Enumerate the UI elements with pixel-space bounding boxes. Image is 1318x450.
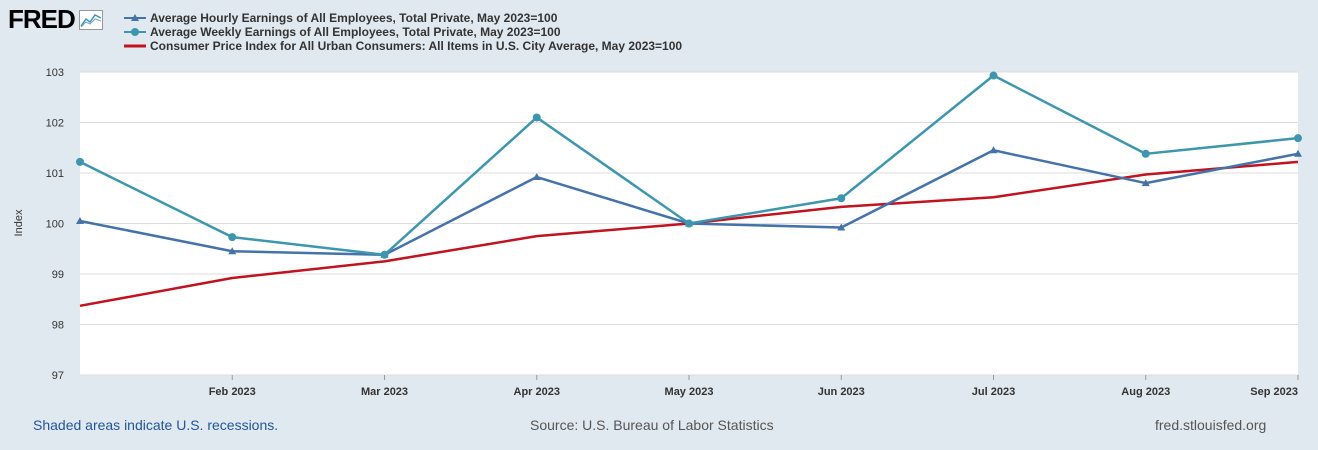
data-point-weekly[interactable] [685, 219, 693, 228]
legend-item-hourly[interactable]: Average Hourly Earnings of All Employees… [124, 11, 682, 25]
data-point-weekly[interactable] [989, 71, 998, 80]
logo-text: FRED [8, 4, 76, 34]
legend-swatch-cpi [124, 44, 146, 48]
y-tick-label: 97 [52, 370, 64, 382]
legend-label-cpi: Consumer Price Index for All Urban Consu… [150, 39, 683, 53]
data-point-hourly[interactable] [989, 146, 998, 154]
data-point-weekly[interactable] [76, 157, 84, 166]
data-point-weekly[interactable] [228, 233, 237, 242]
data-point-hourly[interactable] [532, 173, 541, 181]
series-group [76, 71, 1302, 308]
x-tick-label: Jun 2023 [818, 386, 865, 398]
series-weekly [76, 71, 1302, 259]
data-point-weekly[interactable] [532, 113, 541, 122]
y-tick-label: 103 [46, 67, 64, 79]
data-point-weekly[interactable] [1141, 149, 1150, 158]
x-tick-label: Aug 2023 [1121, 386, 1170, 398]
chart-legend: Average Hourly Earnings of All Employees… [124, 11, 682, 53]
x-tick-label: Sep 2023 [1250, 386, 1298, 398]
legend-item-cpi[interactable]: Consumer Price Index for All Urban Consu… [124, 39, 682, 53]
y-tick-label: 101 [46, 168, 64, 180]
legend-swatch-hourly [124, 14, 146, 21]
x-tick-label: Mar 2023 [361, 386, 408, 398]
x-tick-label: May 2023 [665, 386, 714, 398]
legend-swatch-weekly [124, 28, 146, 36]
data-point-hourly[interactable] [1294, 149, 1302, 157]
legend-label-weekly: Average Weekly Earnings of All Employees… [150, 25, 561, 39]
fred-logo[interactable]: FRED [8, 4, 103, 35]
x-axis-ticks: Feb 2023 Mar 2023 Apr 2023 May 2023 Jun 2023… [209, 375, 1299, 398]
site-link[interactable]: fred.stlouisfed.org [1155, 417, 1267, 433]
x-tick-label: Feb 2023 [209, 386, 256, 398]
data-point-weekly[interactable] [380, 250, 389, 259]
data-point-hourly[interactable] [837, 223, 846, 231]
y-tick-label: 102 [46, 118, 64, 130]
y-tick-label: 98 [52, 320, 64, 332]
x-tick-label: Apr 2023 [514, 386, 560, 398]
y-axis-ticks: 97 98 99 100 101 102 103 [46, 67, 64, 382]
legend-label-hourly: Average Hourly Earnings of All Employees… [150, 11, 558, 25]
fred-graph-icon [78, 9, 103, 30]
legend-item-weekly[interactable]: Average Weekly Earnings of All Employees… [124, 25, 682, 39]
source-note: Source: U.S. Bureau of Labor Statistics [530, 417, 774, 433]
data-point-weekly[interactable] [1294, 134, 1302, 143]
data-point-hourly[interactable] [228, 247, 237, 255]
data-point-weekly[interactable] [837, 194, 846, 203]
x-tick-label: Jul 2023 [972, 386, 1015, 398]
y-tick-label: 100 [46, 219, 64, 231]
data-point-hourly[interactable] [76, 216, 84, 224]
y-tick-label: 99 [52, 269, 64, 281]
y-axis-label: Index [13, 209, 25, 236]
recession-note: Shaded areas indicate U.S. recessions. [33, 417, 279, 433]
data-point-hourly[interactable] [1141, 179, 1150, 187]
